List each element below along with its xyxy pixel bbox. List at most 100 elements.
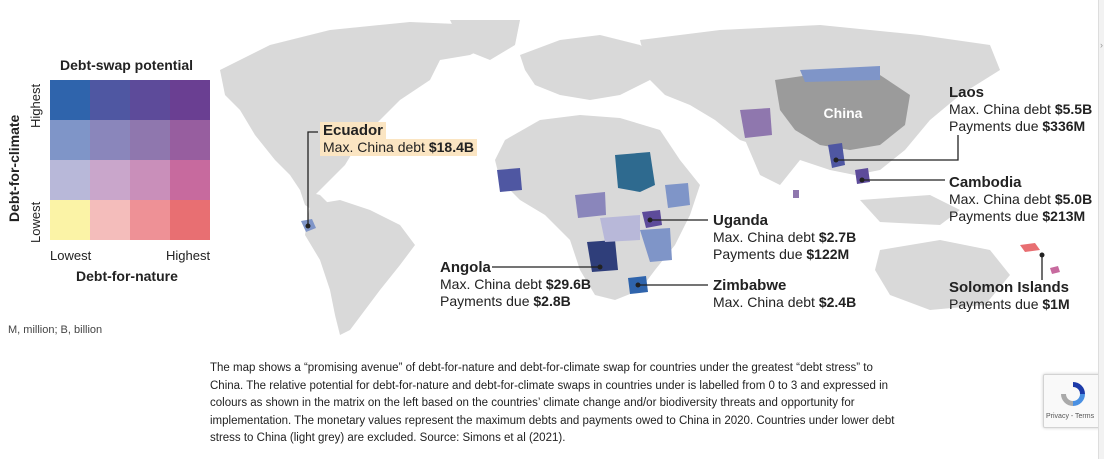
callout-zimbabwe-name: Zimbabwe — [713, 277, 787, 294]
legend-y-high-label: Highest — [28, 83, 43, 128]
callout-zimbabwe: Zimbabwe Max. China debt $2.4B — [713, 277, 856, 311]
pakistan-region — [740, 108, 772, 138]
units-note: M, million; B, billion — [8, 324, 103, 336]
legend-cell-3-1 — [90, 200, 130, 240]
congo-region — [600, 215, 640, 242]
europe-landmass — [520, 35, 660, 100]
recaptcha-icon — [1061, 382, 1085, 406]
callout-laos-pay-label: Payments due — [949, 118, 1039, 134]
scrollbar-arrow-icon: › — [1100, 40, 1103, 50]
legend-cell-0-1 — [90, 80, 130, 120]
recaptcha-links[interactable]: Privacy - Terms — [1046, 413, 1095, 420]
callout-cambodia-pay-label: Payments due — [949, 208, 1039, 224]
callout-angola-debt: $29.6B — [545, 276, 591, 292]
west-africa-region — [497, 168, 522, 192]
callout-solomon-pay: $1M — [1042, 296, 1070, 312]
north-america-landmass — [220, 22, 500, 195]
angola-dot — [597, 264, 603, 270]
mongolia-region — [800, 66, 880, 82]
legend-cell-0-0 — [50, 80, 90, 120]
callout-uganda-pay-label: Payments due — [713, 246, 803, 262]
callout-zimbabwe-debt: $2.4B — [818, 294, 857, 310]
legend-y-axis-title: Debt-for-climate — [6, 114, 22, 222]
callout-zimbabwe-debt-label: Max. China debt — [713, 294, 815, 310]
legend-cell-1-0 — [50, 120, 90, 160]
map-panel: China Debt-swap potential Debt-for-clima… — [6, 20, 1093, 336]
callout-uganda-debt-label: Max. China debt — [713, 229, 815, 245]
legend-x-low-label: Lowest — [50, 248, 92, 263]
legend-cell-1-3 — [170, 120, 210, 160]
callout-angola-debt-label: Max. China debt — [440, 276, 542, 292]
legend-cell-1-2 — [130, 120, 170, 160]
figure-caption: The map shows a “promising avenue” of de… — [210, 362, 895, 444]
sri-lanka-region — [793, 190, 799, 198]
callout-laos-debt-label: Max. China debt — [949, 101, 1051, 117]
callout-laos: Laos Max. China debt $5.5B Payments due … — [949, 84, 1092, 135]
legend-title: Debt-swap potential — [60, 57, 194, 73]
solomon-dot — [1039, 252, 1045, 258]
callout-ecuador-name: Ecuador — [320, 122, 387, 139]
solomon-islands-region — [1020, 243, 1040, 252]
callout-cambodia: Cambodia Max. China debt $5.0B Payments … — [949, 174, 1092, 225]
callout-laos-name: Laos — [949, 84, 985, 101]
legend-x-axis-title: Debt-for-nature — [76, 268, 178, 284]
angola-region — [587, 240, 618, 272]
legend-cell-0-3 — [170, 80, 210, 120]
callout-angola: Angola Max. China debt $29.6B Payments d… — [440, 259, 591, 310]
callout-cambodia-pay: $213M — [1042, 208, 1086, 224]
legend-cell-0-2 — [130, 80, 170, 120]
sudan-region — [615, 152, 655, 192]
callout-ecuador-debt-label: Max. China debt — [323, 139, 425, 155]
laos-dot — [833, 157, 839, 163]
callout-uganda-name: Uganda — [713, 212, 769, 229]
legend-cell-1-1 — [90, 120, 130, 160]
ethiopia-region — [665, 183, 690, 208]
callout-uganda-debt: $2.7B — [818, 229, 857, 245]
legend-cell-3-3 — [170, 200, 210, 240]
legend-x-high-label: Highest — [166, 248, 211, 263]
legend-cell-2-0 — [50, 160, 90, 200]
china-label: China — [824, 105, 863, 121]
laos-region — [828, 143, 845, 168]
legend-matrix — [50, 80, 210, 240]
pacific-islands-region — [1050, 266, 1060, 274]
ecuador-leader-line — [307, 131, 318, 226]
legend-cell-3-2 — [130, 200, 170, 240]
callout-solomon-name: Solomon Islands — [949, 279, 1070, 296]
recaptcha-badge[interactable]: Privacy - Terms — [1043, 374, 1103, 428]
india-landmass — [745, 135, 800, 185]
cambodia-dot — [859, 177, 865, 183]
callout-ecuador-debt: $18.4B — [428, 139, 474, 155]
callout-uganda: Uganda Max. China debt $2.7B Payments du… — [713, 212, 856, 263]
callout-ecuador: Ecuador Max. China debt $18.4B — [320, 122, 477, 156]
greenland-landmass — [450, 20, 520, 60]
callout-laos-pay: $336M — [1042, 118, 1086, 134]
callout-angola-name: Angola — [440, 259, 491, 276]
legend-cell-3-0 — [50, 200, 90, 240]
legend-cell-2-1 — [90, 160, 130, 200]
east-africa-region — [640, 228, 672, 262]
uganda-dot — [647, 217, 653, 223]
callout-solomon-islands: Solomon Islands Payments due $1M — [949, 279, 1070, 313]
callout-angola-pay: $2.8B — [533, 293, 571, 309]
ecuador-dot — [305, 223, 311, 229]
zimbabwe-dot — [635, 282, 641, 288]
australia-landmass — [875, 240, 1010, 310]
callout-cambodia-name: Cambodia — [949, 174, 1022, 191]
callout-uganda-pay: $122M — [806, 246, 850, 262]
callout-angola-pay-label: Payments due — [440, 293, 530, 309]
south-america-landmass — [305, 200, 415, 335]
callout-laos-debt: $5.5B — [1054, 101, 1093, 117]
china-region — [775, 72, 910, 150]
laos-leader-line — [836, 135, 959, 161]
legend-cell-2-3 — [170, 160, 210, 200]
world-map: China — [50, 20, 1060, 335]
central-africa-region — [575, 192, 606, 218]
callout-solomon-pay-label: Payments due — [949, 296, 1039, 312]
scrollbar[interactable] — [1098, 0, 1104, 459]
legend-cell-2-2 — [130, 160, 170, 200]
callout-cambodia-debt-label: Max. China debt — [949, 191, 1051, 207]
southeast-asia-islands — [860, 195, 960, 225]
callout-cambodia-debt: $5.0B — [1054, 191, 1093, 207]
legend-y-low-label: Lowest — [28, 201, 43, 243]
